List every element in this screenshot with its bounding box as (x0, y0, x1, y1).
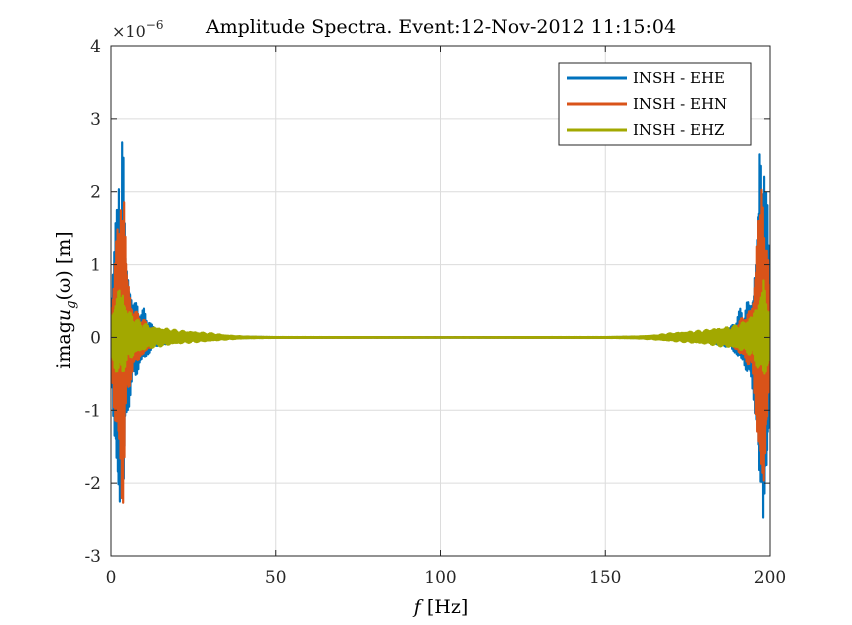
plot-area (111, 141, 770, 519)
y-tick-label: -3 (84, 547, 101, 567)
y-exponent-power: −6 (146, 18, 164, 32)
x-axis-label: f [Hz] (412, 596, 469, 618)
y-axis-unit: [m] (53, 231, 75, 270)
x-axis-variable: f (412, 596, 424, 618)
svg-text:imagug(ω) [m]: imagug(ω) [m] (53, 231, 79, 368)
series-line-3 (111, 279, 770, 375)
x-tick-label: 100 (424, 568, 456, 588)
svg-text:×10−6: ×10−6 (112, 18, 163, 41)
x-tick-label: 50 (265, 568, 287, 588)
legend-label-ehe: INSH - EHE (633, 69, 725, 87)
y-tick-label: 3 (90, 110, 101, 130)
y-axis-subscript: g (64, 301, 79, 309)
legend-label-ehz: INSH - EHZ (633, 121, 724, 139)
y-tick-label: -1 (84, 401, 101, 421)
y-axis-argument: (ω) (53, 270, 75, 300)
y-tick-label: 2 (90, 183, 101, 203)
y-tick-label: 0 (90, 328, 101, 348)
y-axis-base: imag (53, 321, 75, 369)
y-tick-label: -2 (84, 474, 101, 494)
y-tick-label: 4 (90, 37, 101, 57)
y-tick-label: 1 (90, 256, 101, 276)
x-tick-label: 200 (754, 568, 786, 588)
y-exponent-label: ×10−6 (112, 18, 163, 41)
y-axis-variable: u (53, 309, 75, 321)
legend-label-ehn: INSH - EHN (633, 95, 727, 113)
x-tick-label: 150 (589, 568, 621, 588)
x-tick-label: 0 (106, 568, 117, 588)
svg-text:f [Hz]: f [Hz] (412, 596, 469, 618)
legend: INSH - EHE INSH - EHN INSH - EHZ (558, 62, 752, 146)
axis-ticks: 0 50 100 150 200 -3 -2 -1 0 1 2 3 4 (84, 37, 786, 588)
x-axis-unit: [Hz] (421, 596, 468, 618)
y-exponent-base: ×10 (112, 22, 146, 41)
chart-title: Amplitude Spectra. Event:12-Nov-2012 11:… (205, 16, 676, 38)
y-axis-label: imagug(ω) [m] (53, 231, 79, 368)
